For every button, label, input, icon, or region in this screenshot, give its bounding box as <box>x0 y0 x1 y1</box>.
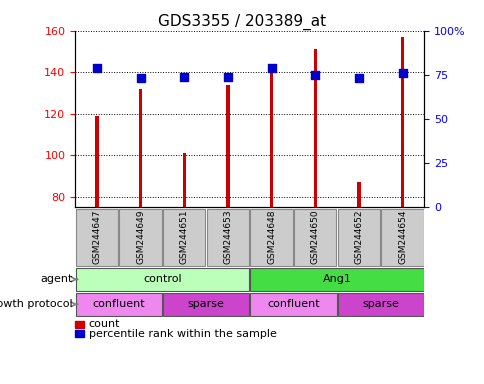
Text: sparse: sparse <box>187 299 224 310</box>
Bar <box>356 182 360 207</box>
Text: GSM244653: GSM244653 <box>223 210 232 265</box>
FancyBboxPatch shape <box>163 293 249 316</box>
Text: confluent: confluent <box>92 299 145 310</box>
Point <box>354 75 362 81</box>
Text: percentile rank within the sample: percentile rank within the sample <box>89 329 276 339</box>
Text: GSM244650: GSM244650 <box>310 210 319 265</box>
Text: GSM244647: GSM244647 <box>92 210 101 264</box>
FancyBboxPatch shape <box>250 268 423 291</box>
Text: confluent: confluent <box>267 299 319 310</box>
Point <box>93 65 101 71</box>
Point <box>224 74 231 80</box>
FancyBboxPatch shape <box>337 293 423 316</box>
Bar <box>313 50 317 207</box>
Point <box>180 74 188 80</box>
Bar <box>182 153 186 207</box>
FancyBboxPatch shape <box>380 209 423 266</box>
Bar <box>400 37 404 207</box>
FancyBboxPatch shape <box>163 209 205 266</box>
Text: growth protocol: growth protocol <box>0 299 73 310</box>
Text: GSM244652: GSM244652 <box>354 210 363 264</box>
Bar <box>95 116 99 207</box>
FancyBboxPatch shape <box>250 209 292 266</box>
Text: agent: agent <box>40 274 73 285</box>
Bar <box>138 89 142 207</box>
Text: GDS3355 / 203389_at: GDS3355 / 203389_at <box>158 13 326 30</box>
Bar <box>226 85 229 207</box>
Text: count: count <box>89 319 120 329</box>
FancyBboxPatch shape <box>76 268 249 291</box>
Text: GSM244648: GSM244648 <box>267 210 275 264</box>
Point <box>398 70 406 76</box>
FancyBboxPatch shape <box>337 209 379 266</box>
FancyBboxPatch shape <box>293 209 335 266</box>
FancyBboxPatch shape <box>76 293 162 316</box>
Bar <box>269 70 273 207</box>
FancyBboxPatch shape <box>206 209 248 266</box>
Text: GSM244654: GSM244654 <box>397 210 406 264</box>
FancyBboxPatch shape <box>76 209 118 266</box>
FancyBboxPatch shape <box>250 293 336 316</box>
Point <box>311 72 318 78</box>
Point <box>136 75 144 81</box>
Text: sparse: sparse <box>362 299 398 310</box>
Point <box>267 65 275 71</box>
Text: GSM244651: GSM244651 <box>180 210 188 265</box>
Text: GSM244649: GSM244649 <box>136 210 145 264</box>
Text: Ang1: Ang1 <box>322 274 351 285</box>
Text: control: control <box>143 274 182 285</box>
FancyBboxPatch shape <box>119 209 161 266</box>
